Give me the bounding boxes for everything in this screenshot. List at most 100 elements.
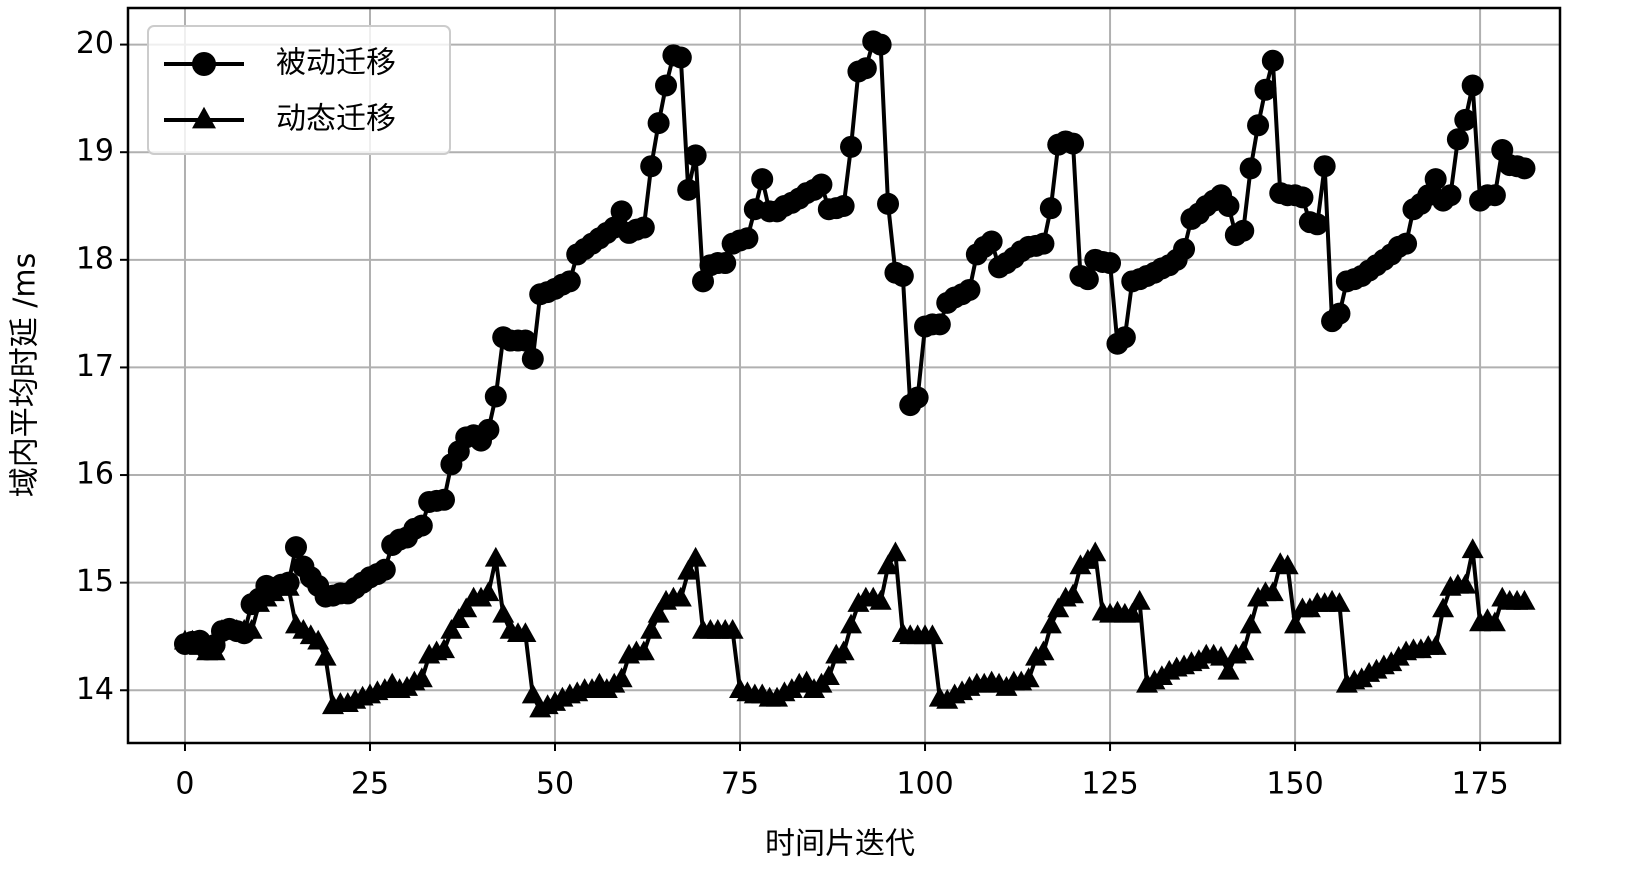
marker <box>1276 554 1299 575</box>
marker <box>203 640 226 661</box>
marker <box>1032 232 1055 255</box>
x-tick-label: 25 <box>351 767 389 802</box>
marker <box>810 173 833 196</box>
legend-label: 被动迁移 <box>276 46 396 81</box>
marker <box>1239 613 1262 634</box>
marker <box>877 192 900 215</box>
marker <box>240 618 263 639</box>
marker <box>1113 326 1136 349</box>
marker <box>1039 613 1062 634</box>
series <box>173 30 1536 661</box>
marker <box>632 640 655 661</box>
marker <box>1254 78 1277 101</box>
marker <box>832 195 855 218</box>
marker <box>817 665 840 686</box>
marker <box>1232 219 1255 242</box>
marker <box>1483 184 1506 207</box>
marker <box>684 144 707 167</box>
marker <box>928 313 951 336</box>
legend-label: 动态迁移 <box>276 102 396 137</box>
y-tick-label: 17 <box>76 349 114 384</box>
marker <box>1513 589 1536 610</box>
marker <box>1099 252 1122 275</box>
marker <box>610 667 633 688</box>
x-tick-label: 175 <box>1451 767 1508 802</box>
marker <box>192 106 216 129</box>
marker <box>640 618 663 639</box>
marker <box>433 488 456 511</box>
x-tick-label: 0 <box>175 767 194 802</box>
marker <box>854 57 877 80</box>
marker <box>1247 114 1270 137</box>
marker <box>1513 157 1536 180</box>
marker <box>1439 184 1462 207</box>
marker <box>521 347 544 370</box>
x-tick-label: 50 <box>536 767 574 802</box>
marker <box>980 230 1003 253</box>
x-axis-label: 时间片迭代 <box>765 827 915 862</box>
marker <box>1483 611 1506 632</box>
x-tick-label: 75 <box>721 767 759 802</box>
marker <box>1032 640 1055 661</box>
marker <box>477 418 500 441</box>
marker <box>1306 213 1329 236</box>
marker <box>884 541 907 562</box>
marker <box>1239 157 1262 180</box>
marker <box>192 52 216 76</box>
marker <box>1461 74 1484 97</box>
marker <box>669 586 692 607</box>
marker <box>1039 197 1062 220</box>
marker <box>647 602 670 623</box>
marker <box>1121 602 1144 623</box>
marker <box>840 135 863 158</box>
marker <box>1232 640 1255 661</box>
marker <box>1261 49 1284 72</box>
marker <box>921 624 944 645</box>
marker <box>1424 635 1447 655</box>
marker <box>1217 659 1240 680</box>
marker <box>640 155 663 178</box>
marker <box>373 558 396 581</box>
marker <box>840 613 863 634</box>
x-tick-label: 125 <box>1081 767 1138 802</box>
marker <box>277 575 300 596</box>
marker <box>1313 155 1336 178</box>
marker <box>521 683 544 704</box>
marker <box>906 386 929 409</box>
marker <box>1424 168 1447 191</box>
marker <box>307 629 330 650</box>
marker <box>1446 128 1469 151</box>
marker <box>410 514 433 537</box>
marker <box>632 216 655 239</box>
marker <box>736 227 759 250</box>
marker <box>669 46 692 69</box>
marker <box>314 645 337 666</box>
marker <box>891 264 914 287</box>
marker <box>1328 302 1351 325</box>
marker <box>721 618 744 639</box>
marker <box>655 74 678 97</box>
marker <box>647 112 670 135</box>
marker <box>877 554 900 575</box>
marker <box>410 667 433 688</box>
marker <box>684 546 707 567</box>
marker <box>1461 538 1484 559</box>
marker <box>1062 132 1085 155</box>
y-tick-label: 16 <box>76 457 114 492</box>
marker <box>484 385 507 408</box>
marker <box>477 581 500 602</box>
marker <box>514 329 537 352</box>
marker <box>440 618 463 639</box>
marker <box>1128 589 1151 610</box>
marker <box>1084 541 1107 562</box>
marker <box>1395 232 1418 255</box>
marker <box>958 278 981 301</box>
marker <box>869 589 892 610</box>
marker <box>433 638 456 659</box>
marker <box>1454 108 1477 131</box>
marker <box>751 168 774 191</box>
marker <box>284 536 307 559</box>
marker <box>1217 195 1240 218</box>
marker <box>677 178 700 201</box>
